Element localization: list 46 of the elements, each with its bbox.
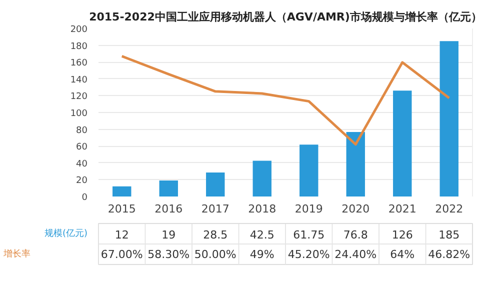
x-tick-label: 2016: [154, 202, 183, 216]
data-label: 67.00%: [100, 248, 143, 261]
y-tick-label: 160: [70, 58, 88, 69]
data-label: 185: [438, 228, 460, 242]
x-tick-label: 2015: [108, 202, 136, 216]
data-label: 28.5: [203, 228, 228, 242]
bar: [112, 186, 132, 196]
data-label: 46.82%: [428, 248, 470, 261]
data-label: 45.20%: [288, 248, 330, 261]
data-label: 12: [114, 228, 129, 242]
data-label: 19: [162, 228, 176, 242]
y-tick-label: 140: [70, 75, 88, 86]
data-label: 58.30%: [148, 248, 190, 261]
data-label: 61.75: [293, 228, 325, 242]
x-tick-label: 2021: [388, 202, 416, 216]
y-tick-label: 80: [76, 126, 88, 136]
x-tick-label: 2017: [201, 202, 230, 216]
y-tick-label: 60: [76, 142, 88, 153]
data-label: 49%: [250, 248, 274, 261]
y-tick-label: 40: [76, 159, 88, 170]
bar: [159, 180, 178, 196]
bar: [206, 172, 225, 196]
y-tick-label: 120: [70, 92, 88, 102]
bar: [440, 41, 458, 196]
bar: [300, 144, 318, 196]
text: 规模(亿元): [44, 228, 88, 239]
data-label: 126: [392, 228, 413, 242]
y-tick-label: 200: [70, 25, 88, 35]
data-label: 42.5: [250, 228, 274, 242]
y-tick-label: 100: [70, 109, 88, 119]
text: 增长率: [2, 248, 30, 260]
x-tick-label: 2018: [248, 202, 276, 216]
data-label: 64%: [390, 248, 415, 261]
bar: [346, 132, 365, 196]
x-tick-label: 2022: [435, 202, 464, 216]
y-tick-label: 180: [70, 42, 88, 52]
x-tick-label: 2019: [294, 202, 323, 216]
data-label: 24.40%: [334, 248, 377, 261]
data-label: 76.8: [343, 228, 368, 242]
x-tick-label: 2020: [342, 202, 370, 216]
data-label: 50.00%: [194, 248, 236, 261]
y-tick-label: 20: [76, 176, 88, 186]
bar: [393, 90, 412, 196]
y-tick-label: 0: [82, 193, 88, 203]
chart-title: 2015-2022中国工业应用移动机器人（AGV/AMR)市场规模与增长率（亿元）: [89, 10, 480, 24]
bar: [252, 160, 272, 196]
